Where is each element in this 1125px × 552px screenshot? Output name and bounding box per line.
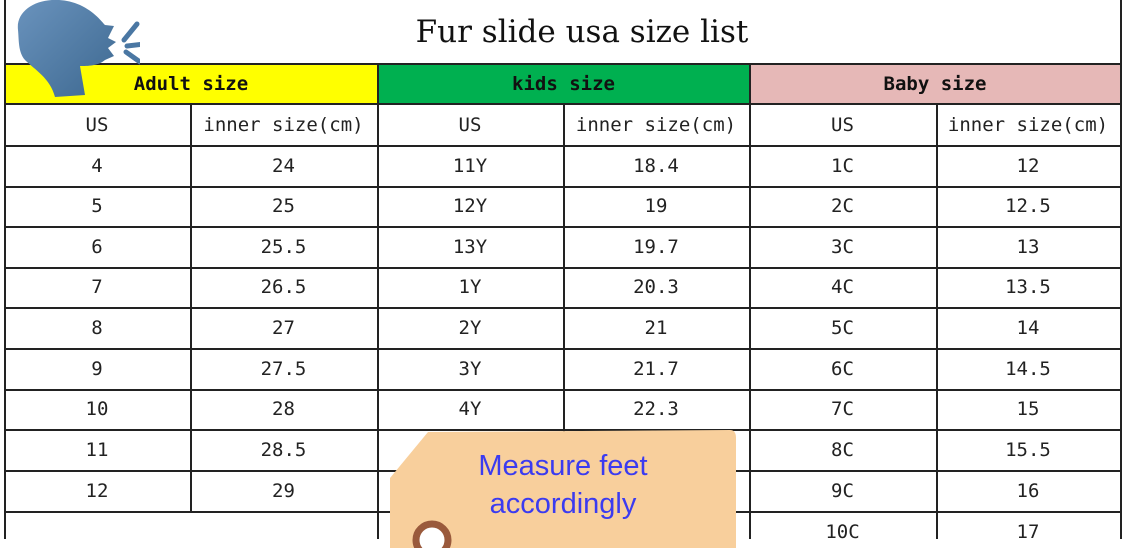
grid-line: [4, 348, 1121, 350]
grid-line: [4, 429, 1121, 431]
table-cell: 13: [1016, 235, 1040, 258]
column-header: US: [831, 113, 854, 136]
table-cell: 18.4: [633, 154, 679, 177]
table-cell: 12: [1016, 154, 1040, 177]
table-cell: 2C: [831, 195, 854, 217]
note-line-2: accordingly: [489, 488, 637, 520]
table-cell: 3Y: [458, 357, 482, 380]
grid-line: [749, 63, 751, 539]
table-cell: 24: [272, 154, 295, 177]
table-cell: 25.5: [260, 235, 307, 258]
column-header: US: [458, 113, 482, 136]
table-cell: 12: [85, 479, 109, 502]
grid-line: [190, 103, 192, 511]
table-cell: 13.5: [1005, 276, 1051, 298]
table-cell: 19: [644, 195, 668, 217]
table-cell: 4Y: [458, 398, 482, 420]
column-header: US: [85, 113, 109, 136]
table-cell: 29: [272, 479, 295, 502]
column-header: inner size(cm): [575, 113, 737, 136]
table-cell: 6: [91, 235, 103, 258]
table-cell: 8C: [831, 438, 854, 461]
table-cell: 27: [272, 316, 295, 339]
table-cell: 16: [1016, 479, 1040, 502]
table-cell: 1Y: [458, 276, 482, 298]
table-cell: 22.3: [633, 398, 679, 420]
grid-line: [936, 511, 938, 539]
column-header: inner size(cm): [203, 113, 364, 136]
grid-line: [4, 307, 1121, 309]
table-cell: 9: [91, 357, 103, 380]
table-cell: 20.3: [633, 276, 679, 298]
table-cell: 3C: [831, 235, 854, 258]
table-cell: 6C: [831, 357, 854, 380]
table-cell: 11: [85, 438, 109, 461]
table-cell: 14: [1016, 316, 1040, 339]
table-cell: 12Y: [452, 195, 488, 217]
table-cell: 17: [1016, 520, 1040, 543]
table-cell: 11Y: [452, 154, 488, 177]
table-cell: 5C: [831, 316, 854, 339]
table-cell: 12.5: [1005, 195, 1051, 217]
grid-line: [1120, 0, 1122, 539]
table-cell: 1C: [831, 154, 854, 177]
column-header: inner size(cm): [947, 113, 1109, 136]
table-cell: 15.5: [1005, 438, 1051, 461]
section-header-1: kids size: [378, 64, 749, 103]
table-cell: 28: [272, 398, 295, 420]
grid-line: [4, 145, 1121, 147]
grid-line: [4, 0, 6, 539]
table-cell: 19.7: [633, 235, 679, 258]
grid-line: [563, 103, 565, 511]
table-cell: 13Y: [452, 235, 488, 258]
table-cell: 8: [91, 316, 103, 339]
grid-line: [377, 63, 379, 539]
table-cell: 27.5: [260, 357, 307, 380]
table-cell: 28.5: [260, 438, 307, 461]
measure-note: Measure feet accordingly: [388, 447, 738, 523]
grid-line: [4, 389, 1121, 391]
table-cell: 7C: [831, 398, 854, 420]
grid-line: [4, 63, 1121, 65]
note-line-1: Measure feet: [478, 450, 648, 482]
table-cell: 14.5: [1005, 357, 1051, 380]
table-cell: 9C: [831, 479, 854, 502]
table-cell: 21.7: [633, 357, 679, 380]
table-cell: 21: [644, 316, 668, 339]
speaking-head-icon: [17, 0, 140, 97]
table-cell: 2Y: [458, 316, 482, 339]
table-cell: 4: [91, 154, 103, 177]
grid-line: [4, 267, 1121, 269]
page-title: Fur slide usa size list: [415, 13, 749, 50]
table-cell: 25: [272, 195, 295, 217]
table-cell: 4C: [831, 276, 854, 298]
table-cell: 10C: [825, 520, 860, 543]
grid-line: [4, 186, 1121, 188]
table-cell: 10: [85, 398, 109, 420]
section-header-2: Baby size: [750, 64, 1120, 103]
grid-line: [4, 103, 1121, 105]
table-cell: 15: [1016, 398, 1040, 420]
grid-line: [936, 103, 938, 511]
table-cell: 7: [91, 276, 103, 298]
table-cell: 5: [91, 195, 103, 217]
table-cell: 26.5: [260, 276, 307, 298]
grid-line: [4, 226, 1121, 228]
